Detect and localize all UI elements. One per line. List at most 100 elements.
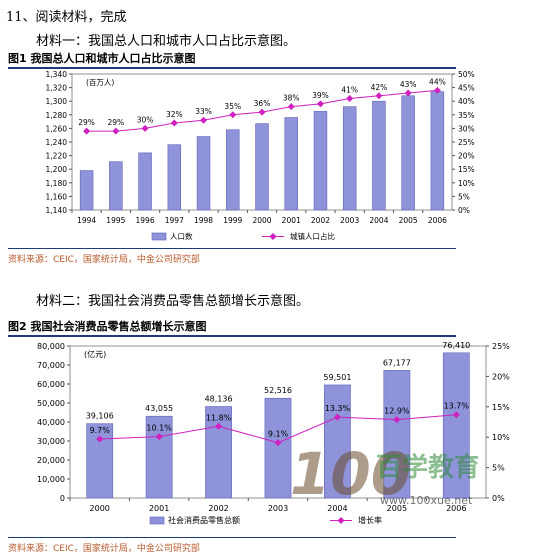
y-tick-label: 50,000 (37, 399, 65, 408)
line-point-label: 35% (224, 102, 241, 111)
line-point-label: 39% (312, 91, 329, 100)
y2-tick-label: 25% (492, 342, 510, 351)
y-tick-label: 1,340 (46, 70, 68, 79)
line-point (375, 92, 383, 100)
line-point (316, 100, 324, 108)
line-point (287, 103, 295, 111)
y2-tick-label: 20% (492, 372, 510, 381)
line-point (112, 127, 120, 135)
x-tick-label: 1994 (77, 216, 96, 225)
x-tick-label: 2005 (399, 216, 418, 225)
bar-2005 (383, 370, 411, 499)
bar-1999 (226, 129, 240, 211)
y2-tick-label: 0% (492, 494, 505, 503)
bar-label: 59,501 (323, 373, 351, 382)
line-point (229, 111, 237, 119)
line-point-label: 44% (429, 77, 446, 86)
bar-2004 (324, 384, 351, 499)
figure-2-chart: 0 10,000 20,000 30,000 40,000 50,000 60,000 70,… (37, 341, 510, 525)
line-point-label: 36% (254, 99, 271, 108)
line-point (452, 411, 460, 419)
legend-line-marker (269, 233, 277, 240)
bar-1996 (138, 152, 152, 211)
y2-tick-label: 5% (458, 192, 470, 201)
bar-2003 (342, 106, 357, 211)
legend-line-label: 城镇人口占比 (290, 231, 335, 241)
y-tick-label: 1,260 (46, 124, 68, 133)
x-tick-label: 2006 (446, 504, 466, 513)
bar-label: 39,106 (86, 412, 114, 421)
y2-tick-label: 15% (458, 165, 475, 174)
legend-bar-label: 社会消费品零售总额 (168, 515, 240, 525)
y2-tick-label: 35% (458, 111, 475, 120)
y-tick-label: 1,300 (46, 97, 68, 106)
material-2-label: 材料二：我国社会消费品零售总额增长示意图。 (36, 294, 310, 309)
y-tick-label: 1,200 (46, 165, 68, 174)
y2-tick-label: 0% (458, 206, 470, 215)
y-tick-label: 30,000 (37, 437, 65, 446)
x-tick-label: 1998 (194, 216, 213, 225)
line-point-label: 11.8% (206, 413, 232, 422)
line-point-label: 38% (283, 94, 300, 103)
line-point-label: 10.1% (146, 424, 172, 433)
line-point-label: 9.7% (90, 426, 111, 435)
line-point (141, 124, 149, 132)
bar-2006 (442, 352, 470, 499)
line-point-label: 43% (400, 80, 417, 89)
y-tick-label: 60,000 (37, 380, 65, 389)
bar-2005 (401, 95, 415, 211)
y2-tick-label: 10% (492, 433, 510, 442)
line-point-label: 32% (166, 110, 183, 119)
bar-2001 (145, 415, 173, 499)
legend-bar-label: 人口数 (170, 231, 193, 241)
x-tick-label: 2004 (327, 504, 347, 513)
x-tick-label: 2001 (282, 216, 301, 225)
line-point-label: 9.1% (268, 430, 289, 439)
line-point-label: 41% (341, 85, 358, 94)
figure-2-source: 资料来源：CEIC，国家统计局，中金公司研究部 (8, 537, 456, 554)
bar-2006 (430, 91, 445, 211)
line-point (155, 433, 163, 441)
line-point (433, 86, 441, 94)
y-tick-label: 10,000 (37, 475, 65, 484)
line-point-label: 42% (371, 83, 388, 92)
legend-bar-swatch (151, 232, 167, 241)
line-point (346, 94, 354, 102)
line-point (274, 439, 282, 447)
x-tick-label: 2002 (311, 216, 330, 225)
bar-2002 (313, 111, 328, 211)
watermark-url: www.100xue.net (380, 494, 473, 507)
y-tick-label: 1,220 (46, 152, 68, 161)
line-point (404, 89, 412, 97)
line-point (215, 422, 223, 430)
legend-line-marker (337, 517, 345, 524)
legend-bar-swatch (149, 516, 165, 525)
line-point (96, 435, 104, 443)
x-tick-label: 1995 (106, 216, 125, 225)
bar-2004 (372, 100, 386, 211)
y2-tick-label: 5% (492, 464, 505, 473)
watermark-logo: 100 百学教育 www.100xue.net (290, 440, 478, 508)
x-tick-label: 2001 (149, 504, 169, 513)
x-tick-label: 2002 (208, 504, 228, 513)
x-tick-label: 2005 (387, 504, 407, 513)
x-tick-label: 2003 (268, 504, 288, 513)
bar-label: 43,055 (145, 404, 173, 413)
y2-tick-label: 45% (458, 84, 475, 93)
bar-2002 (205, 406, 232, 499)
line-point (333, 413, 341, 421)
bar-1995 (109, 161, 123, 211)
bar-label: 67,177 (383, 358, 411, 367)
y2-tick-label: 15% (492, 403, 510, 412)
material-1-label: 材料一：我国总人口和城市人口占比示意图。 (36, 34, 297, 49)
x-tick-label: 2004 (369, 216, 388, 225)
y2-tick-label: 30% (458, 124, 475, 133)
line-point (83, 127, 91, 135)
y-tick-label: 0 (60, 494, 65, 503)
y-tick-label: 40,000 (37, 418, 65, 427)
x-tick-label: 2006 (428, 216, 447, 225)
x-tick-label: 2003 (340, 216, 359, 225)
bar-2001 (284, 117, 298, 211)
y-tick-label: 1,160 (46, 192, 68, 201)
line-point (200, 116, 208, 124)
